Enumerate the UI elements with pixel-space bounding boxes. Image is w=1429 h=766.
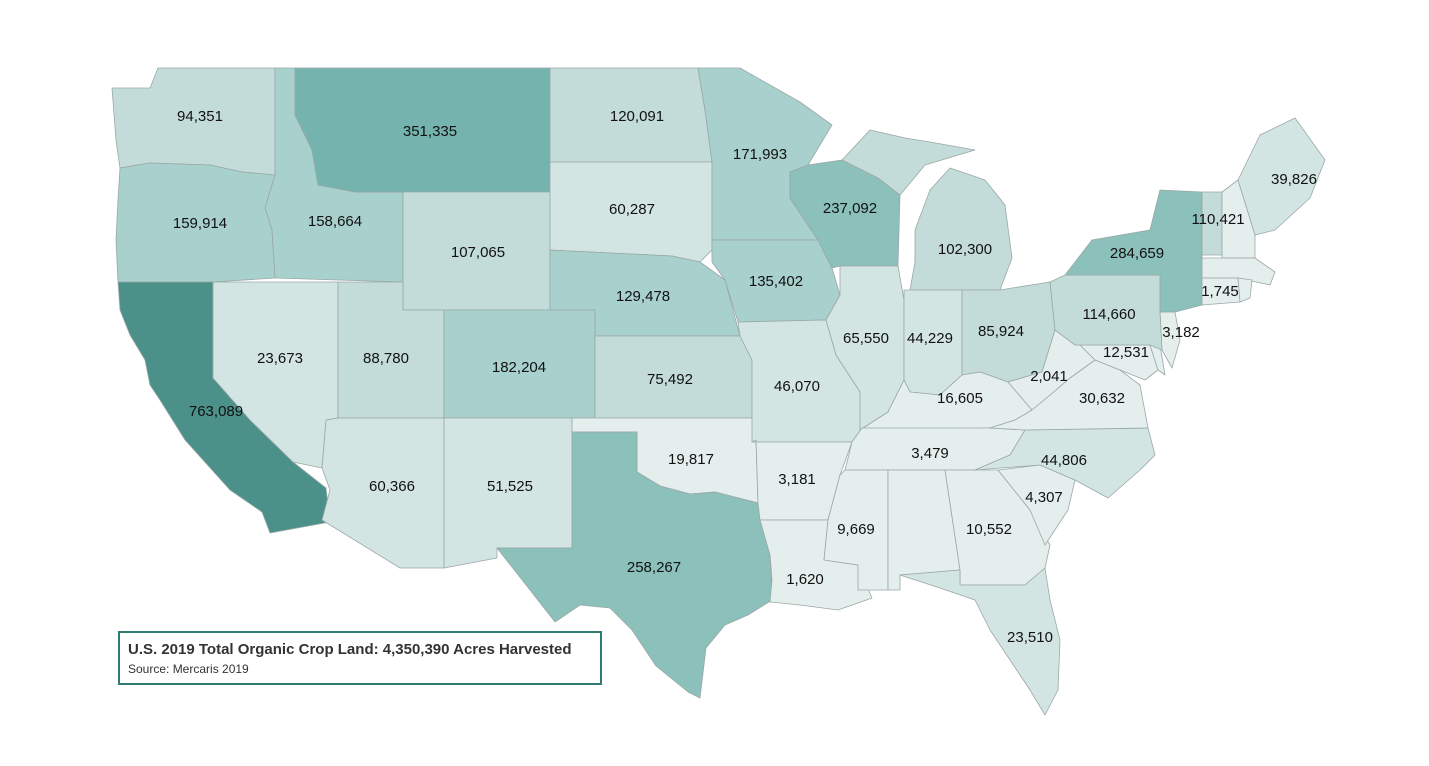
state-mi-upper — [841, 129, 976, 196]
label-ks: 75,492 — [647, 371, 693, 388]
label-fl: 23,510 — [1007, 629, 1053, 646]
label-pa: 114,660 — [1082, 306, 1135, 323]
state-ri — [1237, 277, 1253, 303]
label-ms: 9,669 — [837, 521, 875, 538]
label-wv: 2,041 — [1030, 368, 1068, 385]
label-nd: 120,091 — [610, 108, 664, 125]
label-ky: 16,605 — [937, 390, 983, 407]
label-ny: 284,659 — [1110, 245, 1164, 262]
label-il: 65,550 — [843, 330, 889, 347]
label-mo: 46,070 — [774, 378, 820, 395]
label-mi: 102,300 — [938, 241, 992, 258]
label-ar: 3,181 — [778, 471, 816, 488]
label-tx: 258,267 — [627, 559, 681, 576]
label-sd: 60,287 — [609, 201, 655, 218]
map-title: U.S. 2019 Total Organic Crop Land: 4,350… — [128, 641, 572, 658]
label-nj: 3,182 — [1162, 324, 1200, 341]
label-oh: 85,924 — [978, 323, 1024, 340]
state-mi-lower — [909, 167, 1013, 291]
label-ne: 129,478 — [616, 288, 670, 305]
source-note: Source: Mercaris 2019 — [128, 662, 249, 676]
label-sc: 4,307 — [1025, 489, 1063, 506]
value-labels: 94,351 159,914 763,089 158,664 23,673 35… — [173, 108, 1317, 646]
label-ca: 763,089 — [189, 403, 243, 420]
label-wa: 94,351 — [177, 108, 223, 125]
legend-box: U.S. 2019 Total Organic Crop Land: 4,350… — [118, 631, 602, 685]
label-me: 39,826 — [1271, 171, 1317, 188]
label-wy: 107,065 — [451, 244, 505, 261]
label-va: 30,632 — [1079, 390, 1125, 407]
label-id: 158,664 — [308, 213, 362, 230]
label-mn: 171,993 — [733, 146, 787, 163]
label-ct: 1,745 — [1201, 283, 1239, 300]
label-ut: 88,780 — [363, 350, 409, 367]
state-shapes — [111, 67, 1326, 716]
label-vt: 110,421 — [1191, 211, 1244, 228]
label-ia: 135,402 — [749, 273, 803, 290]
state-me — [1237, 117, 1326, 236]
state-tx — [496, 431, 773, 699]
state-nc — [974, 427, 1156, 499]
label-co: 182,204 — [492, 359, 546, 376]
label-la: 1,620 — [786, 571, 824, 588]
label-ok: 19,817 — [668, 451, 714, 468]
label-nc: 44,806 — [1041, 452, 1087, 469]
state-nh — [1221, 179, 1256, 259]
label-nv: 23,673 — [257, 350, 303, 367]
label-ga: 10,552 — [966, 521, 1012, 538]
label-in: 44,229 — [907, 330, 953, 347]
label-mt: 351,335 — [403, 123, 457, 140]
label-az: 60,366 — [369, 478, 415, 495]
label-nm: 51,525 — [487, 478, 533, 495]
label-or: 159,914 — [173, 215, 227, 232]
label-md: 12,531 — [1103, 344, 1149, 361]
label-tn: 3,479 — [911, 445, 949, 462]
state-fl — [899, 567, 1061, 716]
label-wi: 237,092 — [823, 200, 877, 217]
